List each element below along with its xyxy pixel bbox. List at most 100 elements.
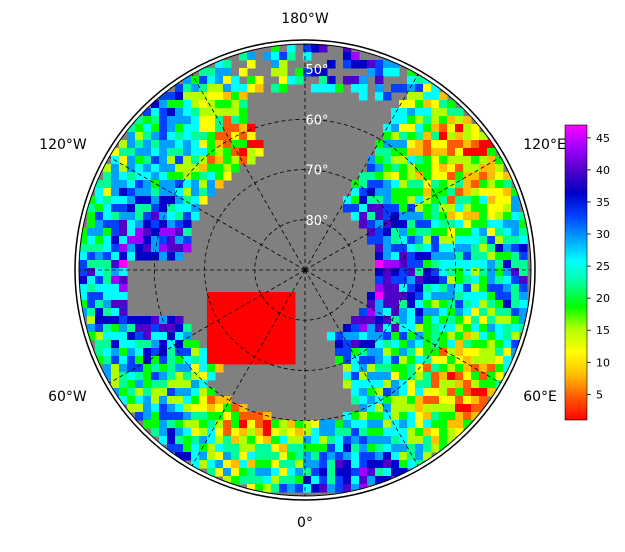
data-cell <box>351 332 360 341</box>
data-cell <box>487 284 496 293</box>
data-cell <box>175 452 184 461</box>
data-cell <box>391 292 400 301</box>
data-cell <box>511 260 520 269</box>
data-cell <box>151 380 160 389</box>
data-cell <box>87 244 96 253</box>
data-cell <box>231 444 240 453</box>
data-cell <box>423 316 432 325</box>
data-cell <box>439 148 448 157</box>
data-cell <box>335 468 344 477</box>
data-cell <box>167 388 176 397</box>
data-cell <box>119 380 128 389</box>
data-cell <box>375 332 384 341</box>
data-cell <box>415 452 424 461</box>
data-cell <box>247 436 256 445</box>
data-cell <box>415 372 424 381</box>
data-cell <box>103 228 112 237</box>
data-cell <box>407 452 416 461</box>
data-cell <box>399 260 408 269</box>
data-cell <box>335 332 344 341</box>
data-cell <box>183 324 192 333</box>
data-cell <box>263 428 272 437</box>
data-cell <box>247 468 256 477</box>
data-cell <box>375 300 384 309</box>
data-cell <box>143 140 152 149</box>
data-cell <box>503 316 512 325</box>
data-cell <box>151 108 160 117</box>
data-cell <box>175 364 184 373</box>
data-cell <box>479 244 488 253</box>
data-cell <box>183 124 192 133</box>
data-cell <box>391 196 400 205</box>
data-cell <box>95 284 104 293</box>
data-cell <box>463 324 472 333</box>
data-cell <box>407 324 416 333</box>
data-cell <box>407 196 416 205</box>
data-cell <box>471 212 480 221</box>
data-cell <box>87 316 96 325</box>
data-cell <box>423 260 432 269</box>
data-cell <box>119 196 128 205</box>
data-cell <box>479 380 488 389</box>
data-cell <box>167 372 176 381</box>
data-cell <box>415 436 424 445</box>
data-cell <box>199 172 208 181</box>
data-cell <box>111 196 120 205</box>
data-cell <box>223 68 232 77</box>
data-cell <box>487 252 496 261</box>
data-cell <box>175 436 184 445</box>
longitude-label: 0° <box>297 515 313 531</box>
data-cell <box>151 372 160 381</box>
data-cell <box>391 412 400 421</box>
data-cell <box>375 164 384 173</box>
data-cell <box>359 388 368 397</box>
data-cell <box>423 244 432 253</box>
data-cell <box>431 260 440 269</box>
data-cell <box>359 436 368 445</box>
data-cell <box>447 116 456 125</box>
data-cell <box>391 276 400 285</box>
data-cell <box>463 188 472 197</box>
data-cell <box>415 348 424 357</box>
data-cell <box>111 260 120 269</box>
data-cell <box>103 300 112 309</box>
data-cell <box>359 444 368 453</box>
data-cell <box>367 212 376 221</box>
data-cell <box>431 268 440 277</box>
data-cell <box>407 332 416 341</box>
data-cell <box>431 356 440 365</box>
data-cell <box>239 68 248 77</box>
data-cell <box>151 180 160 189</box>
data-cell <box>103 260 112 269</box>
data-cell <box>487 236 496 245</box>
data-cell <box>231 324 240 333</box>
data-cell <box>223 412 232 421</box>
data-cell <box>175 428 184 437</box>
data-cell <box>231 436 240 445</box>
data-cell <box>119 356 128 365</box>
data-cell <box>279 324 288 333</box>
data-cell <box>223 108 232 117</box>
data-cell <box>127 196 136 205</box>
data-cell <box>287 476 296 485</box>
data-cell <box>231 316 240 325</box>
data-cell <box>471 324 480 333</box>
data-cell <box>279 308 288 317</box>
data-cell <box>447 412 456 421</box>
data-cell <box>415 340 424 349</box>
data-cell <box>383 260 392 269</box>
data-cell <box>295 476 304 485</box>
data-cell <box>383 68 392 77</box>
data-cell <box>95 348 104 357</box>
data-cell <box>447 140 456 149</box>
data-cell <box>503 292 512 301</box>
data-cell <box>303 460 312 469</box>
data-cell <box>351 380 360 389</box>
data-cell <box>255 356 264 365</box>
data-cell <box>175 388 184 397</box>
data-cell <box>351 324 360 333</box>
data-cell <box>431 420 440 429</box>
data-cell <box>383 348 392 357</box>
data-cell <box>111 316 120 325</box>
data-cell <box>415 316 424 325</box>
